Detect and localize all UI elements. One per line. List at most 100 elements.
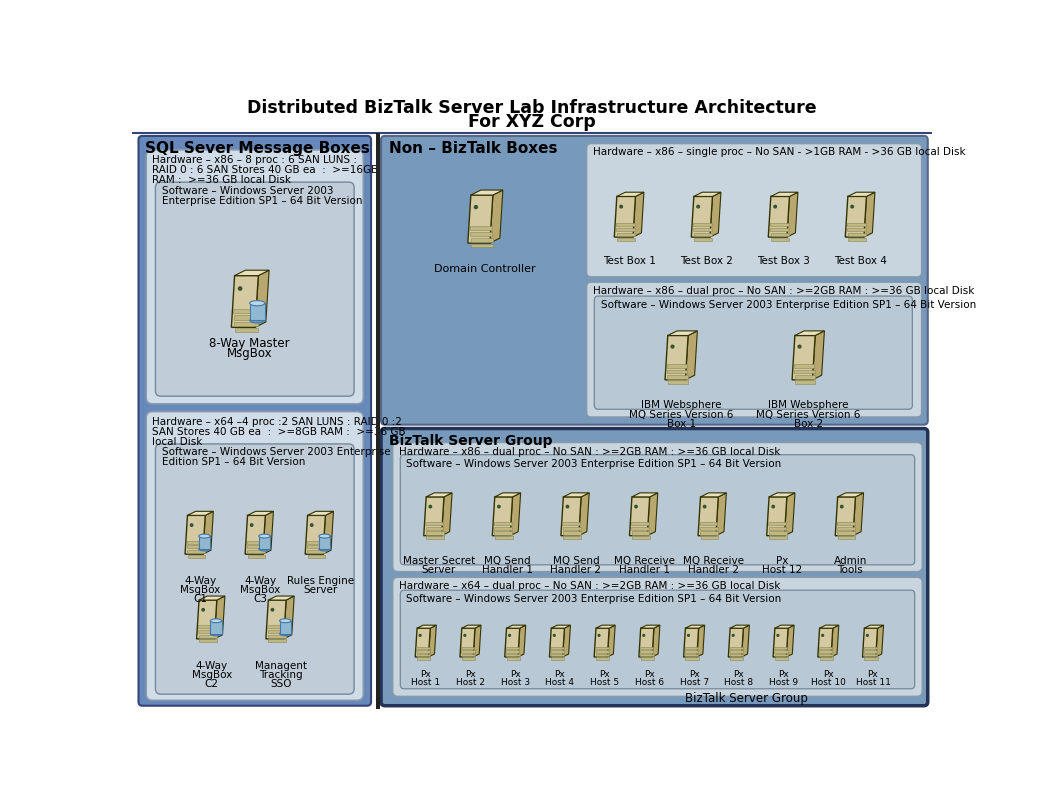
Text: Rules Engine: Rules Engine	[286, 576, 354, 586]
Polygon shape	[837, 527, 855, 530]
Polygon shape	[507, 650, 519, 653]
Polygon shape	[769, 531, 787, 535]
Circle shape	[777, 634, 778, 636]
Text: Server: Server	[303, 585, 337, 595]
Polygon shape	[617, 237, 635, 240]
Polygon shape	[247, 545, 265, 548]
Polygon shape	[632, 493, 658, 497]
Text: C3: C3	[253, 594, 267, 605]
Circle shape	[672, 345, 674, 348]
Polygon shape	[730, 658, 743, 660]
Polygon shape	[787, 193, 798, 237]
Text: Host 11: Host 11	[855, 678, 891, 687]
Polygon shape	[617, 233, 635, 236]
Polygon shape	[424, 497, 444, 535]
Ellipse shape	[319, 535, 330, 538]
Polygon shape	[495, 493, 521, 497]
Polygon shape	[490, 190, 502, 243]
Circle shape	[497, 506, 500, 508]
Polygon shape	[594, 628, 609, 657]
Polygon shape	[551, 650, 564, 653]
Polygon shape	[774, 647, 788, 650]
Text: Hardware – x86 – dual proc – No SAN : >=2GB RAM : >=36 GB local Disk: Hardware – x86 – dual proc – No SAN : >=…	[593, 286, 975, 296]
Polygon shape	[771, 237, 790, 240]
Circle shape	[271, 609, 274, 611]
Text: Software – Windows Server 2003 Enterprise Edition SP1 – 64 Bit Version: Software – Windows Server 2003 Enterpris…	[407, 594, 782, 605]
Polygon shape	[685, 625, 705, 628]
Polygon shape	[864, 654, 877, 656]
Text: MsgBox: MsgBox	[226, 347, 272, 360]
Polygon shape	[268, 634, 285, 638]
Polygon shape	[701, 493, 727, 497]
Polygon shape	[696, 625, 705, 657]
Polygon shape	[640, 658, 654, 660]
Polygon shape	[417, 658, 431, 660]
Polygon shape	[667, 370, 687, 373]
Polygon shape	[305, 515, 325, 555]
Polygon shape	[247, 541, 265, 543]
Polygon shape	[198, 630, 216, 633]
Polygon shape	[633, 193, 644, 237]
Polygon shape	[787, 625, 794, 657]
Polygon shape	[640, 650, 654, 653]
Circle shape	[239, 287, 242, 290]
Circle shape	[190, 524, 193, 527]
Ellipse shape	[250, 318, 265, 323]
Polygon shape	[198, 634, 217, 638]
Polygon shape	[685, 654, 699, 656]
Polygon shape	[648, 493, 658, 535]
Polygon shape	[188, 555, 206, 558]
Polygon shape	[461, 647, 474, 650]
Circle shape	[509, 634, 511, 636]
Text: Px: Px	[823, 670, 834, 679]
Circle shape	[841, 506, 843, 508]
Polygon shape	[773, 628, 788, 657]
Bar	[199, 536, 210, 549]
Polygon shape	[831, 625, 839, 657]
Polygon shape	[307, 511, 333, 515]
Polygon shape	[845, 197, 867, 237]
Polygon shape	[629, 497, 650, 535]
Polygon shape	[506, 647, 519, 650]
Polygon shape	[741, 625, 749, 657]
Polygon shape	[266, 600, 286, 639]
Circle shape	[310, 524, 312, 527]
Circle shape	[798, 345, 801, 348]
Polygon shape	[838, 536, 855, 539]
Polygon shape	[247, 511, 273, 515]
Polygon shape	[307, 545, 325, 548]
Ellipse shape	[199, 547, 210, 551]
Text: Test Box 2: Test Box 2	[680, 256, 733, 266]
Polygon shape	[234, 316, 257, 320]
Polygon shape	[616, 223, 634, 226]
Polygon shape	[838, 493, 864, 497]
Polygon shape	[768, 527, 787, 530]
Text: Hardware – x64 –4 proc :2 SAN LUNS : RAID 0 :2: Hardware – x64 –4 proc :2 SAN LUNS : RAI…	[153, 416, 403, 427]
Polygon shape	[730, 650, 743, 653]
Polygon shape	[507, 654, 520, 656]
Polygon shape	[795, 380, 815, 384]
Polygon shape	[307, 555, 325, 558]
Ellipse shape	[319, 547, 330, 551]
Polygon shape	[426, 531, 443, 535]
Circle shape	[704, 506, 706, 508]
Text: 8-Way Master: 8-Way Master	[209, 337, 290, 350]
Polygon shape	[693, 223, 712, 226]
Polygon shape	[837, 522, 854, 525]
Polygon shape	[579, 493, 590, 535]
Polygon shape	[775, 625, 794, 628]
Polygon shape	[196, 600, 217, 639]
Circle shape	[635, 506, 637, 508]
FancyBboxPatch shape	[138, 136, 371, 706]
Polygon shape	[215, 596, 225, 639]
Polygon shape	[701, 536, 718, 539]
Polygon shape	[462, 654, 474, 656]
Text: Px: Px	[868, 670, 878, 679]
Polygon shape	[415, 628, 431, 657]
Text: Host 4: Host 4	[545, 678, 574, 687]
Text: MsgBox: MsgBox	[180, 585, 220, 595]
Polygon shape	[792, 336, 815, 380]
Polygon shape	[416, 650, 430, 653]
Polygon shape	[729, 628, 743, 657]
Polygon shape	[848, 193, 875, 197]
